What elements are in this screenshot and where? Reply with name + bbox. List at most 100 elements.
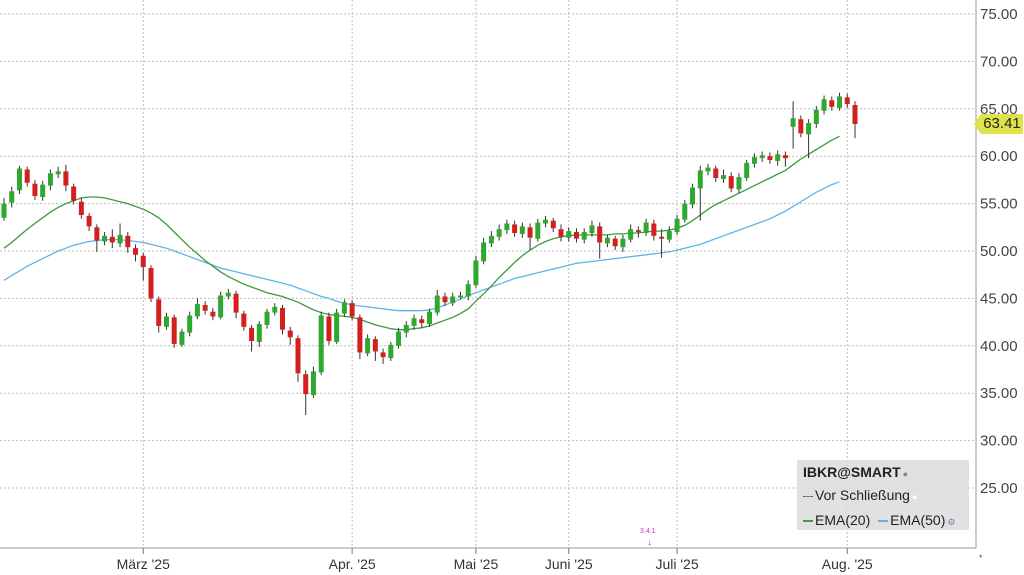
candle[interactable] bbox=[767, 152, 773, 164]
settings-icon[interactable]: ⚙ bbox=[947, 517, 956, 527]
candle[interactable] bbox=[674, 214, 680, 235]
candle[interactable] bbox=[457, 291, 463, 300]
candle[interactable] bbox=[388, 342, 394, 361]
candle[interactable] bbox=[736, 173, 742, 194]
candle[interactable] bbox=[829, 96, 835, 111]
candle[interactable] bbox=[55, 166, 61, 179]
candle[interactable] bbox=[202, 301, 208, 315]
candle[interactable] bbox=[604, 234, 610, 248]
candle[interactable] bbox=[24, 166, 30, 187]
candle[interactable] bbox=[78, 197, 84, 219]
candle[interactable] bbox=[690, 183, 696, 209]
candle[interactable] bbox=[47, 169, 53, 191]
candle[interactable] bbox=[380, 348, 386, 364]
candle[interactable] bbox=[163, 312, 169, 330]
candle[interactable] bbox=[63, 164, 69, 192]
candle[interactable] bbox=[628, 224, 634, 243]
candle[interactable] bbox=[558, 224, 564, 242]
candle[interactable] bbox=[16, 165, 22, 195]
candle[interactable] bbox=[852, 101, 858, 139]
candle[interactable] bbox=[550, 217, 556, 233]
legend-ema50-label[interactable]: EMA(50) bbox=[890, 512, 946, 528]
candle[interactable] bbox=[659, 229, 665, 258]
candle[interactable] bbox=[156, 296, 162, 333]
candle[interactable] bbox=[535, 218, 541, 242]
candle[interactable] bbox=[272, 303, 278, 316]
candle[interactable] bbox=[821, 95, 827, 115]
candle[interactable] bbox=[519, 222, 525, 238]
candle[interactable] bbox=[287, 326, 293, 345]
candle[interactable] bbox=[728, 172, 734, 193]
candle[interactable] bbox=[527, 223, 533, 251]
candle[interactable] bbox=[210, 307, 216, 321]
candle[interactable] bbox=[442, 292, 448, 306]
candle[interactable] bbox=[249, 324, 255, 352]
candle[interactable] bbox=[573, 228, 579, 243]
candle[interactable] bbox=[844, 93, 850, 108]
settings-icon[interactable]: ● bbox=[902, 469, 909, 479]
candle[interactable] bbox=[720, 169, 726, 183]
candle[interactable] bbox=[465, 280, 471, 301]
candle[interactable] bbox=[782, 151, 788, 167]
candle[interactable] bbox=[318, 311, 324, 376]
candle[interactable] bbox=[40, 180, 46, 201]
candle[interactable] bbox=[179, 328, 185, 347]
candle[interactable] bbox=[280, 305, 286, 335]
legend-ema20-label[interactable]: EMA(20) bbox=[815, 512, 871, 528]
candle[interactable] bbox=[125, 232, 131, 253]
candle[interactable] bbox=[187, 311, 193, 337]
candle[interactable] bbox=[666, 226, 672, 243]
candle[interactable] bbox=[109, 229, 115, 249]
candle[interactable] bbox=[372, 336, 378, 361]
candle[interactable] bbox=[326, 312, 332, 345]
candle[interactable] bbox=[218, 291, 224, 320]
candle[interactable] bbox=[148, 265, 154, 303]
candle[interactable] bbox=[813, 105, 819, 128]
candle[interactable] bbox=[334, 308, 340, 344]
candle[interactable] bbox=[117, 223, 123, 248]
candle[interactable] bbox=[713, 165, 719, 182]
candle[interactable] bbox=[256, 321, 262, 347]
candle[interactable] bbox=[581, 228, 587, 244]
candle[interactable] bbox=[233, 290, 239, 319]
candle[interactable] bbox=[798, 115, 804, 138]
candle[interactable] bbox=[1, 197, 7, 221]
candle[interactable] bbox=[643, 218, 649, 236]
candle[interactable] bbox=[543, 215, 549, 228]
candle[interactable] bbox=[635, 226, 641, 238]
candle[interactable] bbox=[295, 335, 301, 382]
candle[interactable] bbox=[751, 153, 757, 168]
candle[interactable] bbox=[790, 101, 796, 149]
candle[interactable] bbox=[488, 231, 494, 248]
candle[interactable] bbox=[264, 308, 270, 329]
candle[interactable] bbox=[9, 186, 15, 208]
candle[interactable] bbox=[450, 292, 456, 306]
candle[interactable] bbox=[140, 252, 146, 281]
candle[interactable] bbox=[589, 220, 595, 237]
candle[interactable] bbox=[682, 199, 688, 223]
candle[interactable] bbox=[473, 255, 479, 288]
candle[interactable] bbox=[341, 299, 347, 317]
candle[interactable] bbox=[86, 213, 92, 232]
candle[interactable] bbox=[806, 119, 812, 159]
candle[interactable] bbox=[365, 334, 371, 357]
candle[interactable] bbox=[504, 219, 510, 234]
candle[interactable] bbox=[612, 235, 618, 251]
candle[interactable] bbox=[303, 370, 309, 416]
candle[interactable] bbox=[620, 234, 626, 252]
candle[interactable] bbox=[71, 183, 77, 205]
candle[interactable] bbox=[705, 163, 711, 176]
candle[interactable] bbox=[481, 237, 487, 265]
candle[interactable] bbox=[194, 298, 200, 320]
candle[interactable] bbox=[697, 165, 703, 221]
candle[interactable] bbox=[102, 232, 108, 246]
candle[interactable] bbox=[759, 151, 765, 162]
candle[interactable] bbox=[310, 366, 316, 398]
candle[interactable] bbox=[32, 179, 38, 200]
candle[interactable] bbox=[744, 159, 750, 181]
candle[interactable] bbox=[171, 314, 177, 348]
candle[interactable] bbox=[403, 321, 409, 338]
candle[interactable] bbox=[357, 314, 363, 360]
candle[interactable] bbox=[396, 327, 402, 349]
